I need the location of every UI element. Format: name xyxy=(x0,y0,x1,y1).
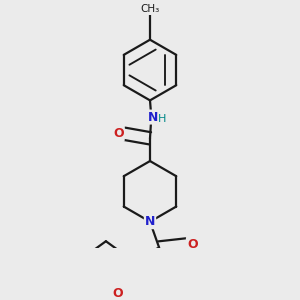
Text: O: O xyxy=(187,238,197,251)
Text: N: N xyxy=(145,215,155,228)
Text: H: H xyxy=(158,114,166,124)
Text: O: O xyxy=(113,287,123,300)
Text: CH₃: CH₃ xyxy=(140,4,160,14)
Text: N: N xyxy=(148,111,158,124)
Text: O: O xyxy=(113,127,124,140)
